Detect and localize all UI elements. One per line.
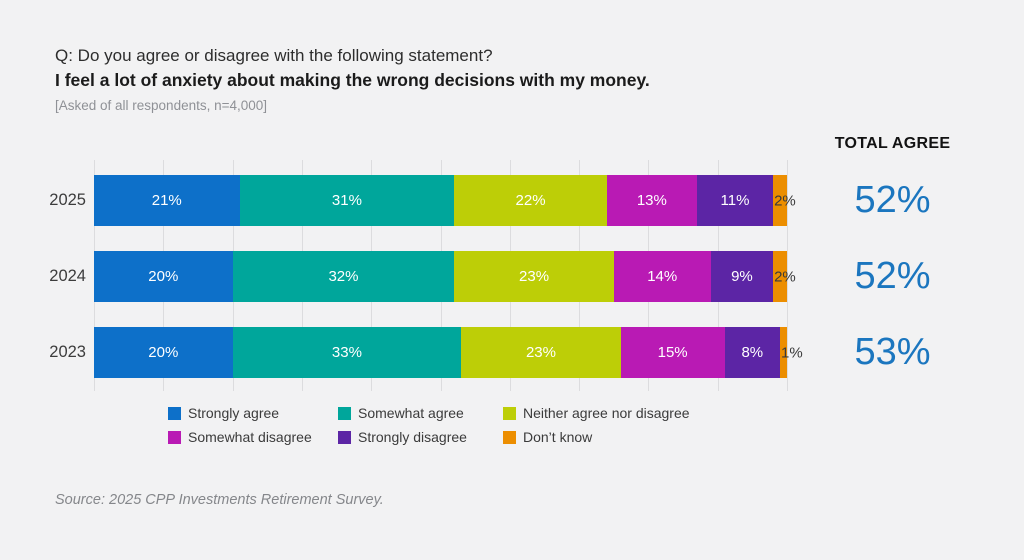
bar-row-2025: 21% 31% 22% 13% 11% 2%: [94, 175, 796, 226]
segment-value-label: 13%: [636, 192, 667, 209]
bar-segment-somewhat-disagree: 14%: [613, 251, 711, 302]
legend-label: Strongly disagree: [358, 429, 467, 445]
bar-segment-strongly-agree: 20%: [94, 327, 233, 378]
segment-value-label: 2%: [774, 192, 796, 209]
legend-swatch-strongly-agree: [168, 406, 181, 420]
segment-value-label: 14%: [647, 268, 678, 285]
segment-value-label: 23%: [519, 268, 550, 285]
segment-value-label: 32%: [328, 268, 359, 285]
legend-item-don-t-know: Don’t know: [503, 429, 690, 445]
bar-segment-strongly-disagree: 8%: [724, 327, 781, 378]
bar-segment-strongly-disagree: 9%: [710, 251, 774, 302]
question-prefix: Q: Do you agree or disagree with the fol…: [55, 46, 493, 65]
legend-swatch-somewhat-agree: [338, 406, 351, 420]
segment-value-label: 20%: [148, 268, 179, 285]
segment-value-label: 33%: [331, 344, 362, 361]
legend-label: Somewhat agree: [358, 405, 464, 421]
bar-segment-somewhat-disagree: 13%: [606, 175, 697, 226]
bar-segment-don-t-know: 2%: [773, 251, 796, 302]
year-label-2025: 2025: [49, 191, 86, 209]
segment-value-label: 23%: [525, 344, 556, 361]
bar-row-2024: 20% 32% 23% 14% 9% 2%: [94, 251, 796, 302]
bar-segment-don-t-know: 2%: [773, 175, 796, 226]
bar-segment-somewhat-agree: 31%: [239, 175, 455, 226]
bar-segment-neither-agree-nor-disagree: 23%: [454, 251, 614, 302]
legend-item-neither-agree-nor-disagree: Neither agree nor disagree: [503, 405, 690, 421]
legend-item-strongly-disagree: Strongly disagree: [338, 429, 503, 445]
legend-label: Strongly agree: [188, 405, 280, 421]
legend-swatch-strongly-disagree: [338, 430, 351, 444]
chart-plot: 21% 31% 22% 13% 11% 2% 20% 32% 23% 14% 9% 2% 20% 33% 2…: [94, 160, 803, 391]
bar-segment-somewhat-agree: 33%: [232, 327, 462, 378]
bar-segment-strongly-agree: 21%: [94, 175, 240, 226]
legend-swatch-neither-agree-nor-disagree: [503, 406, 516, 420]
total-agree-value-2023: 53%: [854, 331, 931, 373]
bar-segment-strongly-disagree: 11%: [696, 175, 774, 226]
segment-value-label: 8%: [741, 344, 764, 361]
total-agree-value-2025: 52%: [854, 179, 931, 221]
bar-segment-somewhat-disagree: 15%: [620, 327, 725, 378]
bar-row-2023: 20% 33% 23% 15% 8% 1%: [94, 327, 803, 378]
legend-item-somewhat-agree: Somewhat agree: [338, 405, 503, 421]
segment-value-label: 9%: [731, 268, 753, 285]
legend-label: Don’t know: [523, 429, 593, 445]
segment-value-label: 15%: [657, 344, 688, 361]
segment-value-label: 2%: [774, 268, 796, 285]
segment-value-label: 1%: [781, 344, 803, 361]
segment-value-label: 11%: [720, 192, 750, 209]
respondents-note: [Asked of all respondents, n=4,000]: [55, 98, 268, 113]
legend-label: Somewhat disagree: [188, 429, 312, 445]
legend-item-somewhat-disagree: Somewhat disagree: [168, 429, 338, 445]
legend-swatch-somewhat-disagree: [168, 430, 181, 444]
chart-legend: Strongly agree Somewhat agree Neither agre…: [168, 405, 690, 445]
year-label-2024: 2024: [49, 267, 86, 285]
bar-segment-strongly-agree: 20%: [94, 251, 233, 302]
segment-value-label: 31%: [331, 192, 362, 209]
legend-item-strongly-agree: Strongly agree: [168, 405, 338, 421]
bar-segment-neither-agree-nor-disagree: 22%: [454, 175, 607, 226]
segment-value-label: 22%: [515, 192, 546, 209]
total-agree-value-2024: 52%: [854, 255, 931, 297]
legend-swatch-don-t-know: [503, 430, 516, 444]
question-statement: I feel a lot of anxiety about making the…: [55, 70, 650, 90]
segment-value-label: 21%: [151, 192, 182, 209]
bar-segment-somewhat-agree: 32%: [232, 251, 455, 302]
total-agree-heading: TOTAL AGREE: [834, 135, 951, 152]
bar-segment-don-t-know: 1%: [780, 327, 803, 378]
year-label-2023: 2023: [49, 343, 86, 361]
segment-value-label: 20%: [148, 344, 179, 361]
legend-label: Neither agree nor disagree: [523, 405, 690, 421]
source-note: Source: 2025 CPP Investments Retirement …: [55, 492, 384, 508]
bar-segment-neither-agree-nor-disagree: 23%: [461, 327, 621, 378]
gridline: [787, 160, 788, 391]
